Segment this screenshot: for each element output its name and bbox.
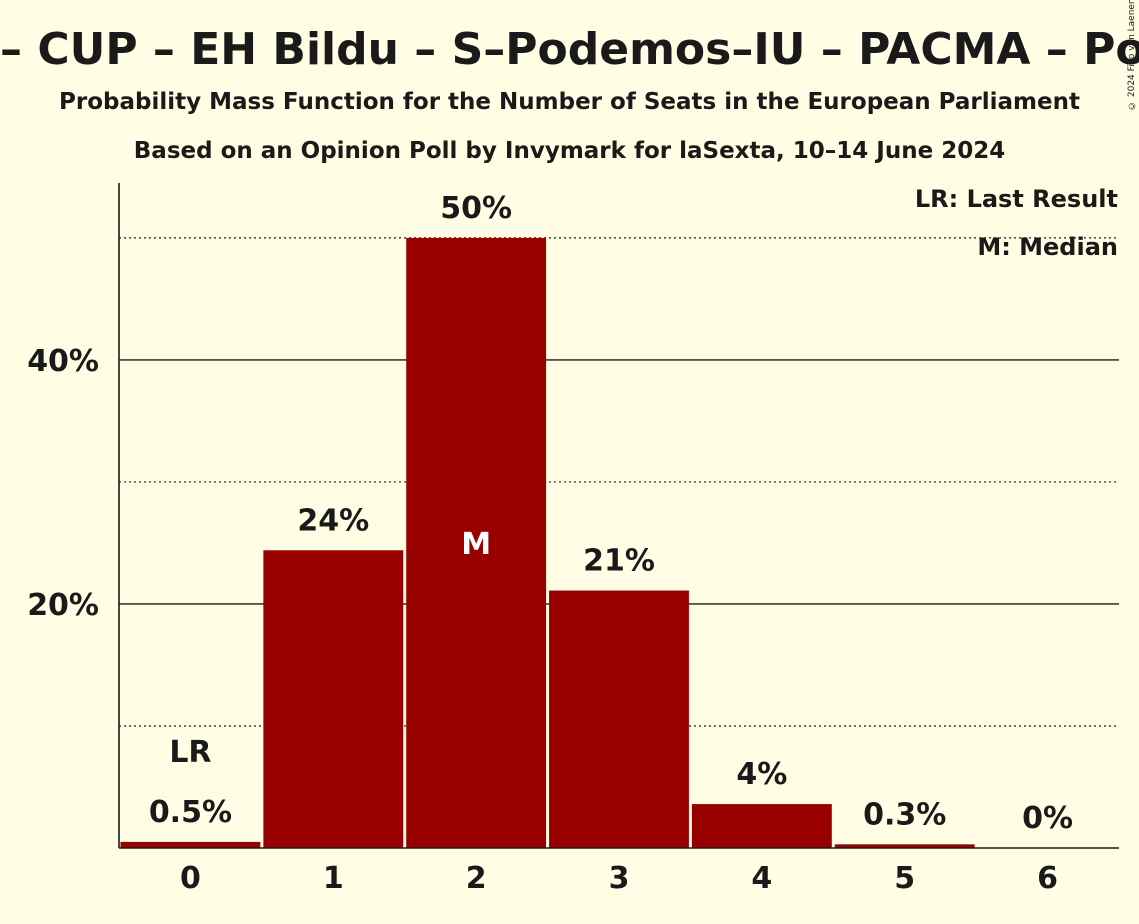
bar-seats-5 [834, 844, 975, 848]
value-label: 0% [1022, 801, 1073, 836]
x-tick-label: 6 [1037, 861, 1058, 896]
chart-source: Based on an Opinion Poll by Invymark for… [133, 138, 1006, 164]
last-result-marker: LR [169, 735, 211, 770]
legend-last-result: LR: Last Result [914, 185, 1118, 213]
legend-median: M: Median [977, 233, 1118, 261]
bar-seats-2 [406, 237, 547, 848]
x-tick-label: 0 [180, 861, 201, 896]
x-tick-label: 3 [609, 861, 630, 896]
bar-seats-4 [691, 804, 832, 848]
value-label: 0.3% [863, 797, 946, 832]
bar-seats-3 [549, 590, 689, 848]
bar-seats-1 [263, 550, 404, 848]
chart-subtitle: Probability Mass Function for the Number… [59, 89, 1080, 115]
value-label: 50% [440, 191, 512, 226]
value-label: 4% [736, 757, 787, 792]
x-tick-label: 5 [894, 861, 915, 896]
x-tick-label: 4 [751, 861, 772, 896]
value-label: 21% [583, 544, 655, 579]
chart-title: – CUP – EH Bildu – S–Podemos–IU – PACMA … [0, 24, 1139, 75]
value-label: 0.5% [149, 795, 232, 830]
bar-seats-0 [120, 841, 261, 848]
value-label: 24% [297, 503, 369, 538]
y-tick-label: 40% [27, 344, 99, 379]
x-tick-label: 2 [466, 861, 487, 896]
median-marker: M [461, 527, 491, 562]
x-tick-label: 1 [323, 861, 344, 896]
y-tick-label: 20% [27, 588, 99, 623]
